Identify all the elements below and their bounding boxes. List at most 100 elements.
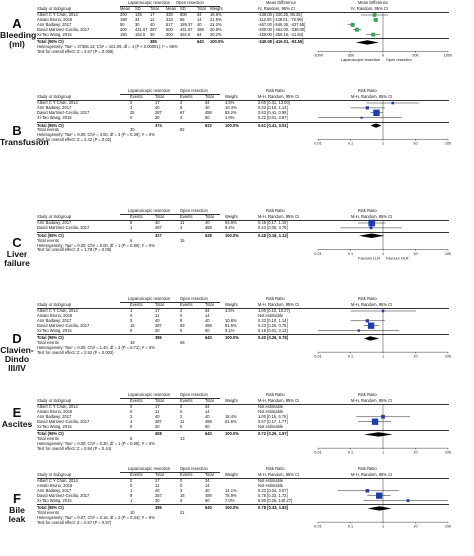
table-cell: 10.4%	[225, 104, 237, 110]
total-events-label: Total events	[37, 340, 59, 346]
axis-tick-label: 0.01	[314, 355, 321, 359]
outcome-label: (ml)	[9, 38, 25, 49]
table-cell: 431.67	[135, 26, 148, 32]
total-open: 640	[197, 39, 204, 45]
axis-tick-label: -1000	[313, 54, 323, 58]
outcome-label: III/IV	[8, 362, 26, 373]
effect-header-plot: Risk Ratio	[358, 296, 377, 301]
total-label: Total (95% CI)	[37, 39, 64, 45]
total-open: 640	[205, 335, 212, 341]
table-cell: 1	[130, 308, 133, 313]
table-rule	[37, 231, 449, 233]
effect-subheader-plot: M-H, Random, 95% CI	[351, 471, 393, 477]
total-ci-text: 0.72 [0.26, 1.97]	[258, 431, 289, 437]
table-cell: 50	[120, 21, 125, 27]
pooled-diamond	[355, 40, 379, 45]
total-events-open: 21	[180, 510, 185, 516]
column-header: Mean	[166, 5, 177, 11]
axis-tick-label: 0.01	[314, 142, 321, 146]
column-header: Total	[155, 93, 164, 99]
effect-header-plot: Risk Ratio	[358, 466, 377, 471]
pooled-diamond	[363, 432, 393, 437]
study-marker	[355, 27, 359, 32]
column-header: Events	[130, 471, 143, 477]
axis-tick-label: 10	[413, 355, 417, 359]
column-header: Weight	[225, 93, 238, 99]
table-cell: 17	[155, 404, 160, 409]
study-marker	[391, 101, 395, 105]
column-header: Weight	[225, 471, 238, 477]
total-events-label: Total events	[37, 237, 59, 243]
panel-f: F Bile leak Laparoscopic resection Open res…	[0, 466, 474, 556]
total-ci-text: 0.78 [0.33, 1.83]	[258, 505, 289, 511]
outcome-label: Clavien-	[0, 344, 34, 355]
effect-header-plot: Risk Ratio	[358, 88, 377, 93]
table-cell: 8	[130, 492, 133, 498]
ci-text: -150.00 [-258.16, -41.84]	[258, 31, 304, 37]
effect-subheader: M-H, Random, 95% CI	[258, 213, 300, 219]
favours-right-label: Favours OLR	[386, 256, 409, 260]
table-rule	[37, 334, 449, 336]
heterogeneity-text: Heterogeneity: Tau² = 0.07; Chi² = 2.18,…	[37, 515, 155, 521]
table-rule	[120, 471, 220, 473]
study-marker	[350, 22, 355, 27]
study-marker	[365, 489, 370, 493]
panel-letter: E	[12, 405, 22, 420]
study-marker	[373, 17, 378, 22]
forest-plot-svg: -1000 -500 0 500 1000 Laparoscopic resection O…	[313, 12, 452, 62]
table-cell: 30	[155, 497, 160, 503]
study-marker	[365, 106, 369, 110]
table-cell: 81.5%	[225, 322, 237, 328]
table-cell: 34	[205, 404, 210, 409]
effect-header: Mean Difference	[266, 0, 296, 5]
table-rule	[37, 403, 449, 405]
table-cell: 3	[180, 487, 183, 493]
total-label: Total (95% CI)	[37, 505, 64, 511]
table-cell: 0	[180, 404, 183, 409]
column-header: Events	[130, 93, 143, 99]
ci-text: 1.00 [0.10, 10.27]	[258, 308, 290, 313]
column-header: Events	[130, 397, 143, 403]
axis-tick-label: 0.1	[348, 252, 353, 256]
table-cell: 40	[205, 220, 210, 225]
effect-header-plot: Risk Ratio	[358, 392, 377, 397]
effect-header: Risk Ratio	[266, 88, 285, 93]
study-name: Amr Badawy, 2017	[37, 487, 72, 493]
panel-letter: F	[13, 491, 21, 506]
effect-subheader-plot: M-H, Random, 95% CI	[351, 301, 393, 307]
total-events-open: 13	[180, 436, 185, 442]
total-lap: 385	[155, 505, 162, 511]
table-cell: 17	[155, 308, 160, 313]
table-cell: 56	[180, 16, 185, 22]
column-header: Total	[155, 471, 164, 477]
axis-tick-label: 100	[445, 142, 451, 146]
axis-tick-label: 0.01	[314, 252, 321, 256]
column-header: Weight	[225, 301, 238, 307]
study-name: Albert C Y Chan, 2014	[37, 12, 78, 17]
column-header: Events	[180, 213, 193, 219]
column-header: Weight	[210, 5, 223, 11]
table-cell: 30	[155, 423, 160, 429]
axis-tick-label: 0.1	[348, 451, 353, 455]
table-cell: 17	[155, 478, 160, 483]
study-marker	[368, 219, 376, 227]
axis-tick-label: 100	[445, 525, 451, 529]
forest-plot-svg: 0.01 0.1 1 10 100	[314, 478, 451, 529]
panel-label: D Clavien- Dindo III/IV	[0, 332, 34, 373]
total-label: Total (95% CI)	[37, 122, 64, 128]
axis-tick-label: 10	[413, 142, 417, 146]
axis-tick-label: 0.1	[348, 525, 353, 529]
column-header: Total	[205, 213, 214, 219]
table-cell: 40	[205, 317, 210, 323]
ci-text: -400.00 [-462.00, -338.00]	[258, 26, 306, 32]
table-cell: 488	[205, 418, 212, 424]
table-cell: 30	[150, 31, 155, 37]
table-rule	[120, 93, 220, 95]
effect-subheader: IV, Random, 95% CI	[258, 5, 295, 11]
column-header: Study or Subgroup	[37, 213, 72, 219]
table-cell: 0	[130, 327, 133, 333]
column-header: Weight	[225, 213, 238, 219]
favours-left-label: Laparoscopic resection	[341, 58, 380, 62]
effect-subheader-plot: M-H, Random, 95% CI	[351, 213, 393, 219]
table-rule	[37, 121, 449, 123]
